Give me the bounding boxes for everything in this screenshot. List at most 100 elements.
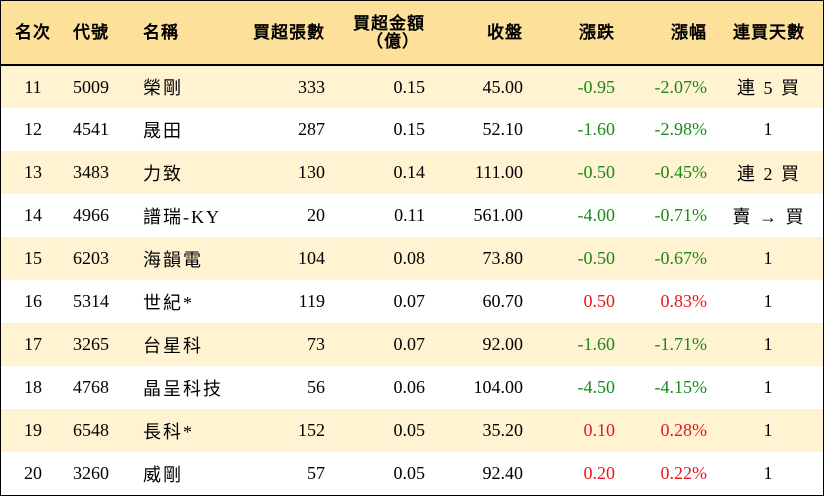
cell-net-buy-lots: 57 — [307, 463, 325, 483]
cell-net-buy-amount: 0.06 — [393, 377, 426, 397]
cell-rank: 20 — [24, 463, 42, 483]
cell-streak-days: 1 — [763, 463, 775, 483]
cell-net-buy-lots: 56 — [307, 377, 325, 397]
cell-rank: 17 — [24, 334, 42, 354]
cell-streak-days: 連 5 買 — [737, 78, 801, 98]
cell-close: 92.00 — [482, 334, 524, 354]
cell-stock-name: 榮剛 — [143, 78, 183, 98]
table-row[interactable]: 12 4541 晟田 287 0.15 52.10 -1.60 -2.98% 1 — [1, 108, 823, 151]
cell-change: -1.60 — [577, 119, 616, 139]
cell-code: 5009 — [73, 76, 109, 97]
cell-change-pct: -0.71% — [654, 205, 708, 225]
cell-rank: 13 — [24, 162, 42, 182]
cell-streak-days: 1 — [763, 334, 775, 354]
cell-net-buy-amount: 0.05 — [393, 463, 426, 483]
cell-net-buy-lots: 104 — [298, 248, 325, 268]
cell-stock-name: 威剛 — [143, 464, 183, 485]
cell-code: 5314 — [73, 291, 109, 311]
cell-code: 4966 — [73, 205, 109, 225]
cell-close: 561.00 — [473, 205, 524, 225]
table-header-row: 名次 代號 名稱 買超張數 買超金額 （億） 收盤 漲跌 漲幅 連買天數 — [1, 1, 823, 65]
cell-net-buy-lots: 130 — [298, 162, 325, 182]
table-row[interactable]: 19 6548 長科* 152 0.05 35.20 0.10 0.28% 1 — [1, 409, 823, 452]
header-rank[interactable]: 名次 — [15, 22, 51, 42]
cell-change: 0.50 — [583, 291, 616, 311]
cell-change: 0.10 — [583, 420, 616, 440]
cell-change-pct: 0.22% — [660, 463, 708, 483]
cell-change-pct: -0.45% — [654, 162, 708, 182]
cell-close: 92.40 — [482, 463, 524, 483]
cell-rank: 19 — [24, 420, 42, 440]
cell-code: 3483 — [73, 162, 109, 182]
cell-stock-name: 海韻電 — [143, 249, 203, 270]
cell-stock-name: 長科* — [143, 421, 194, 442]
cell-code: 4541 — [73, 119, 109, 139]
cell-net-buy-amount: 0.15 — [393, 76, 426, 97]
cell-rank: 16 — [24, 291, 42, 311]
header-streak-days[interactable]: 連買天數 — [733, 22, 805, 42]
cell-change-pct: -0.67% — [654, 248, 708, 268]
cell-change: -0.50 — [577, 248, 616, 268]
cell-code: 4768 — [73, 377, 109, 397]
cell-net-buy-amount: 0.07 — [393, 334, 426, 354]
header-net-buy-amount-line2: （億） — [366, 31, 420, 51]
cell-stock-name: 譜瑞-KY — [143, 206, 221, 227]
cell-net-buy-lots: 20 — [307, 205, 325, 225]
header-name[interactable]: 名稱 — [143, 22, 179, 42]
header-code[interactable]: 代號 — [73, 22, 109, 42]
cell-net-buy-amount: 0.08 — [393, 248, 426, 268]
cell-change-pct: -1.71% — [654, 334, 708, 354]
cell-change-pct: -4.15% — [654, 377, 708, 397]
table-row[interactable]: 13 3483 力致 130 0.14 111.00 -0.50 -0.45% 連 2 買 — [1, 151, 823, 194]
cell-close: 111.00 — [474, 162, 523, 182]
cell-close: 104.00 — [473, 377, 524, 397]
cell-code: 6548 — [73, 420, 109, 440]
table-row[interactable]: 20 3260 威剛 57 0.05 92.40 0.20 0.22% 1 — [1, 452, 823, 495]
cell-rank: 11 — [24, 76, 42, 97]
cell-net-buy-lots: 287 — [298, 119, 325, 139]
cell-stock-name: 晟田 — [143, 120, 183, 141]
cell-rank: 12 — [24, 119, 42, 139]
table-row[interactable]: 18 4768 晶呈科技 56 0.06 104.00 -4.50 -4.15% 1 — [1, 366, 823, 409]
cell-change: -0.95 — [577, 76, 616, 97]
cell-net-buy-lots: 73 — [307, 334, 325, 354]
cell-net-buy-amount: 0.15 — [393, 119, 426, 139]
cell-change: -4.00 — [577, 205, 616, 225]
cell-streak-days: 1 — [763, 420, 775, 440]
cell-stock-name: 晶呈科技 — [143, 378, 223, 399]
header-net-buy-amount-line1: 買超金額 — [353, 13, 425, 33]
header-change-pct[interactable]: 漲幅 — [671, 22, 707, 42]
cell-close: 60.70 — [482, 291, 524, 311]
header-net-buy-amount[interactable]: 買超金額 （億） — [333, 1, 433, 65]
table-row[interactable]: 17 3265 台星科 73 0.07 92.00 -1.60 -1.71% 1 — [1, 323, 823, 366]
table-row[interactable]: 16 5314 世紀* 119 0.07 60.70 0.50 0.83% 1 — [1, 280, 823, 323]
cell-code: 6203 — [73, 248, 109, 268]
cell-code: 3265 — [73, 334, 109, 354]
table-body: 11 5009 榮剛 333 0.15 45.00 -0.95 -2.07% 連 5 買 12 45… — [1, 65, 823, 495]
cell-net-buy-amount: 0.05 — [393, 420, 426, 440]
cell-change: -4.50 — [577, 377, 616, 397]
cell-streak-days: 1 — [763, 377, 775, 397]
cell-net-buy-amount: 0.14 — [393, 162, 426, 182]
cell-net-buy-amount: 0.11 — [394, 205, 425, 225]
cell-net-buy-lots: 119 — [298, 291, 325, 311]
table-row[interactable]: 15 6203 海韻電 104 0.08 73.80 -0.50 -0.67% 1 — [1, 237, 823, 280]
cell-close: 35.20 — [482, 420, 524, 440]
cell-change-pct: 0.28% — [660, 420, 708, 440]
header-change[interactable]: 漲跌 — [579, 22, 615, 42]
cell-close: 45.00 — [482, 76, 524, 97]
header-net-buy-lots[interactable]: 買超張數 — [253, 22, 325, 42]
cell-rank: 14 — [24, 205, 42, 225]
cell-change-pct: -2.07% — [654, 76, 708, 97]
table-row[interactable]: 14 4966 譜瑞-KY 20 0.11 561.00 -4.00 -0.71% 賣 → 買 — [1, 194, 823, 237]
cell-close: 73.80 — [482, 248, 524, 268]
cell-net-buy-amount: 0.07 — [393, 291, 426, 311]
cell-code: 3260 — [73, 463, 109, 483]
cell-rank: 18 — [24, 377, 42, 397]
header-close[interactable]: 收盤 — [487, 22, 523, 42]
cell-streak-days: 1 — [763, 291, 775, 311]
cell-change: 0.20 — [583, 463, 616, 483]
cell-stock-name: 台星科 — [143, 335, 203, 356]
table-row[interactable]: 11 5009 榮剛 333 0.15 45.00 -0.95 -2.07% 連 5 買 — [1, 65, 823, 108]
